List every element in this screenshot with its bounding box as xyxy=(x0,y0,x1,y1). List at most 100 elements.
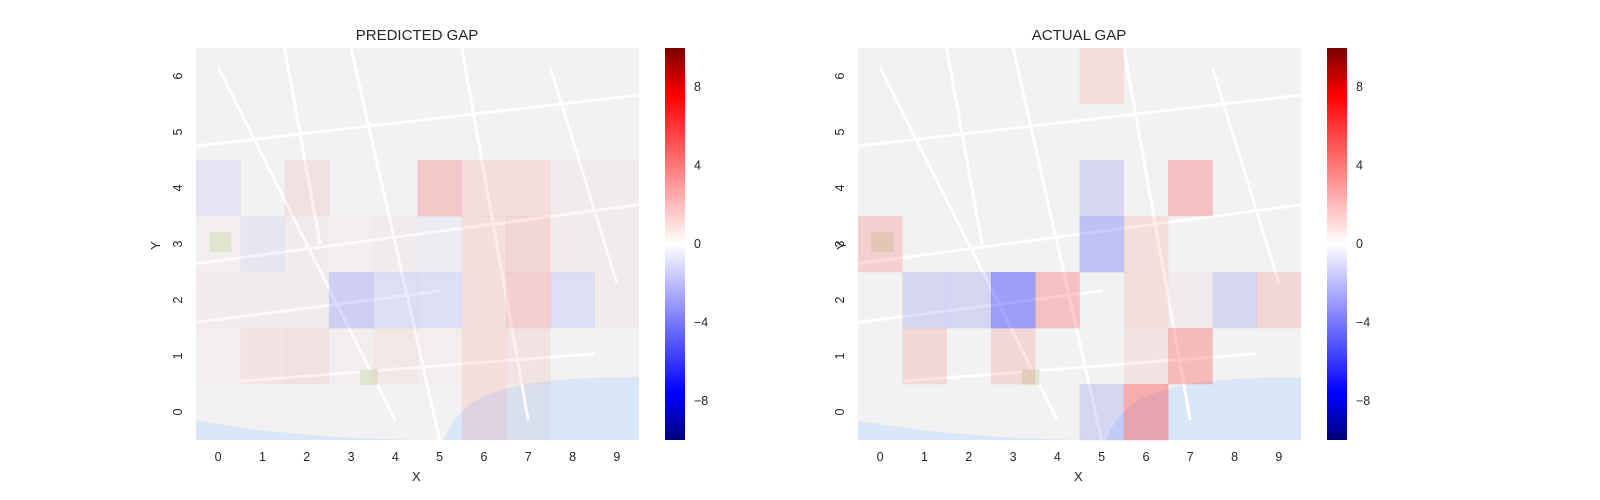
x-tick-label: 8 xyxy=(1231,450,1238,464)
map-street xyxy=(945,47,984,245)
heatmap-cell xyxy=(550,160,595,216)
x-tick-label: 6 xyxy=(480,450,487,464)
heatmap-cell xyxy=(417,160,463,217)
heatmap-cell xyxy=(461,328,507,385)
heatmap-cell xyxy=(1123,328,1169,385)
heatmap-cell xyxy=(373,216,418,272)
y-tick-label: 5 xyxy=(833,128,847,135)
heatmap-cell xyxy=(1079,160,1125,217)
map-street xyxy=(195,203,640,266)
map-park xyxy=(359,369,378,386)
x-tick-label: 4 xyxy=(1054,450,1061,464)
predicted-gap-panel: PREDICTED GAP Y X 0 1 2 3 4 5 6 7 8 9 0 1 2 3 4 5 6 8 4 0 −4… xyxy=(148,27,708,484)
heatmap-cell xyxy=(1168,160,1213,217)
y-tick-label: 1 xyxy=(833,352,847,359)
heatmap-cell xyxy=(550,216,595,272)
x-tick-label: 5 xyxy=(436,450,443,464)
heatmap-cell xyxy=(858,216,903,273)
heatmap-cell xyxy=(240,328,285,385)
heatmap-cell xyxy=(284,328,330,385)
x-axis-label: X xyxy=(412,469,421,484)
map-park xyxy=(1021,369,1040,386)
map-street xyxy=(240,352,595,383)
x-tick-label: 5 xyxy=(1098,450,1105,464)
colorbar-tick-label: −4 xyxy=(694,315,708,329)
heatmap-cell xyxy=(1256,272,1302,329)
heatmap-cell xyxy=(550,272,595,329)
heatmap-cell xyxy=(285,216,330,272)
x-tick-label: 6 xyxy=(1142,450,1149,464)
heatmap-cell xyxy=(196,160,241,217)
colorbar xyxy=(1327,48,1347,440)
x-tick-label: 2 xyxy=(303,450,310,464)
heatmap-cell xyxy=(1212,272,1257,329)
heatmap-cell xyxy=(902,272,947,329)
river-water xyxy=(444,377,639,440)
heatmap-cell xyxy=(461,216,507,273)
x-tick-label: 1 xyxy=(921,450,928,464)
map-street xyxy=(857,289,1102,324)
map-park xyxy=(871,232,894,252)
heatmap-cell xyxy=(506,216,551,273)
y-tick-label: 3 xyxy=(171,240,185,247)
colorbar-tick-label: 0 xyxy=(1356,237,1363,251)
heatmap-cell xyxy=(595,160,640,216)
heatmap-cell xyxy=(506,384,551,440)
map-street xyxy=(902,352,1257,383)
heatmap-cell xyxy=(328,272,374,329)
heatmap-cell xyxy=(506,160,551,217)
chart-title: PREDICTED GAP xyxy=(355,27,479,44)
y-tick-label: 1 xyxy=(171,352,185,359)
x-tick-label: 8 xyxy=(569,450,576,464)
map-street xyxy=(283,47,322,245)
y-tick-label: 6 xyxy=(833,72,847,79)
y-tick-label: 2 xyxy=(171,296,185,303)
y-tick-label: 2 xyxy=(833,296,847,303)
y-tick-label: 0 xyxy=(171,408,185,415)
colorbar-tick-label: 8 xyxy=(694,80,701,94)
x-tick-label: 2 xyxy=(965,450,972,464)
heatmap-cell xyxy=(595,272,640,328)
x-tick-label: 9 xyxy=(613,450,620,464)
chart-title: ACTUAL GAP xyxy=(1031,27,1127,44)
colorbar-tick-label: 0 xyxy=(694,237,701,251)
heatmap-cell xyxy=(990,272,1036,329)
y-tick-label: 3 xyxy=(833,240,847,247)
colorbar-tick-label: 4 xyxy=(1356,159,1363,173)
heatmap-cell xyxy=(1123,272,1169,329)
map-background xyxy=(195,47,640,441)
map-street xyxy=(857,203,1302,266)
colorbar-tick-label: −8 xyxy=(694,394,708,408)
heatmap-cell xyxy=(418,328,463,384)
colorbar-tick-label: 4 xyxy=(694,159,701,173)
y-tick-label: 4 xyxy=(833,184,847,191)
heatmap-cell xyxy=(1168,328,1213,385)
heatmap-cell xyxy=(1079,216,1125,273)
heatmap-cell xyxy=(329,328,374,384)
x-axis-label: X xyxy=(1074,469,1083,484)
x-tick-label: 0 xyxy=(215,450,222,464)
heatmap-cell xyxy=(196,216,241,272)
x-tick-label: 3 xyxy=(1010,450,1017,464)
heatmap-cell xyxy=(1123,216,1169,273)
heatmap-cell xyxy=(1079,384,1125,441)
heatmap-cell xyxy=(461,272,507,329)
heatmap-cell xyxy=(418,216,463,272)
heatmap-cell xyxy=(990,328,1036,385)
river-water xyxy=(1106,377,1301,440)
colorbar-tick-label: 8 xyxy=(1356,80,1363,94)
heatmap-cell xyxy=(196,272,241,328)
map-street xyxy=(548,67,619,284)
colorbar xyxy=(665,48,685,440)
map-park xyxy=(209,232,232,252)
heatmap-cell xyxy=(506,272,551,329)
y-tick-label: 4 xyxy=(171,184,185,191)
x-tick-label: 3 xyxy=(348,450,355,464)
river-water xyxy=(196,420,445,440)
map-street xyxy=(857,93,1302,148)
heatmap-cell xyxy=(1035,272,1080,329)
colorbar-tick-label: −8 xyxy=(1356,394,1370,408)
heatmap-cell xyxy=(240,272,285,328)
heatmap-cell xyxy=(946,272,992,329)
y-tick-label: 6 xyxy=(171,72,185,79)
